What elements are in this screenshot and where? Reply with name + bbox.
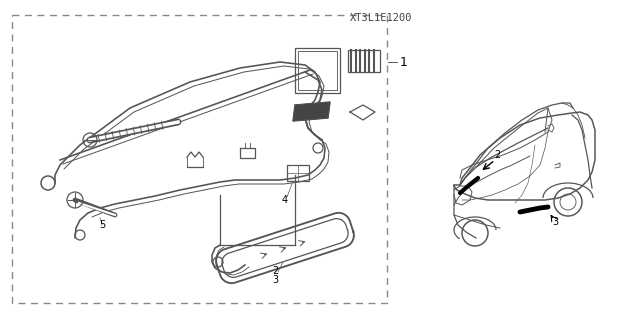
Text: XT3L1E1200: XT3L1E1200 (349, 12, 412, 23)
Bar (12, 15, 387, 303)
Bar (348, 50, 380, 72)
Text: 5: 5 (99, 220, 105, 230)
Bar (298, 51, 337, 90)
Text: 1: 1 (400, 56, 408, 69)
Text: 4: 4 (282, 195, 288, 205)
Text: 2: 2 (494, 150, 500, 160)
Bar (287, 165, 309, 181)
Text: 2: 2 (272, 266, 278, 276)
Text: 3: 3 (552, 217, 558, 227)
Text: 3: 3 (272, 275, 278, 285)
Polygon shape (293, 102, 330, 121)
Bar (295, 48, 340, 93)
